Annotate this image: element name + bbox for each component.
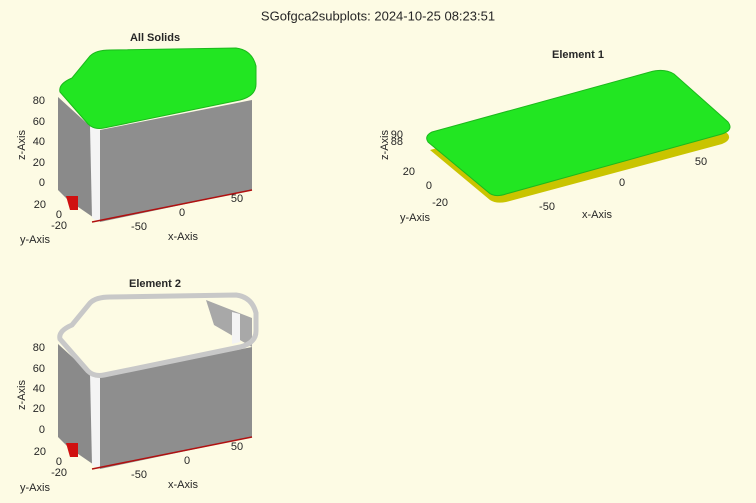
x-axis-label: x-Axis [168,479,198,491]
x-tick-label: -50 [131,469,147,481]
solid-element-2 [57,292,259,470]
z-axis-label: z-Axis [16,380,28,410]
z-tick-label: 88 [391,136,403,148]
y-tick-label: 0 [56,209,62,221]
z-tick-label: 60 [33,116,45,128]
y-tick-label: 20 [34,199,46,211]
y-tick-label: 20 [403,166,415,178]
solid-all [58,47,257,223]
z-tick-label: 20 [33,157,45,169]
z-tick-label: 90 [391,129,403,141]
z-tick-label: 40 [33,383,45,395]
x-axis-label: x-Axis [582,209,612,221]
z-tick-label: 60 [33,363,45,375]
z-tick-label: 80 [33,342,45,354]
figure-title: SGofgca2subplots: 2024-10-25 08:23:51 [261,8,495,23]
y-tick-label: 0 [426,180,432,192]
z-axis-label: z-Axis [379,130,391,160]
subplot-title: Element 2 [129,278,181,290]
y-axis-label: y-Axis [400,212,430,224]
y-tick-label: 0 [56,456,62,468]
x-axis-label: x-Axis [168,231,198,243]
y-tick-label: 20 [34,446,46,458]
z-tick-label: 0 [39,177,45,189]
y-tick-label: -20 [51,220,67,232]
x-tick-label: 50 [231,441,243,453]
z-tick-label: 40 [33,136,45,148]
y-tick-label: -20 [51,467,67,479]
solid-element-1 [426,69,731,203]
x-tick-label: -50 [539,201,555,213]
x-tick-label: 0 [619,177,625,189]
z-axis-label: z-Axis [16,130,28,160]
x-tick-label: 0 [179,207,185,219]
z-tick-label: 0 [39,424,45,436]
subplot-title: All Solids [130,32,180,44]
x-tick-label: 50 [695,156,707,168]
x-tick-label: 50 [231,193,243,205]
y-axis-label: y-Axis [20,482,50,494]
z-tick-label: 20 [33,403,45,415]
y-tick-label: -20 [432,197,448,209]
subplot-title: Element 1 [552,49,604,61]
x-tick-label: 0 [184,455,190,467]
z-tick-label: 80 [33,95,45,107]
y-axis-label: y-Axis [20,234,50,246]
x-tick-label: -50 [131,221,147,233]
